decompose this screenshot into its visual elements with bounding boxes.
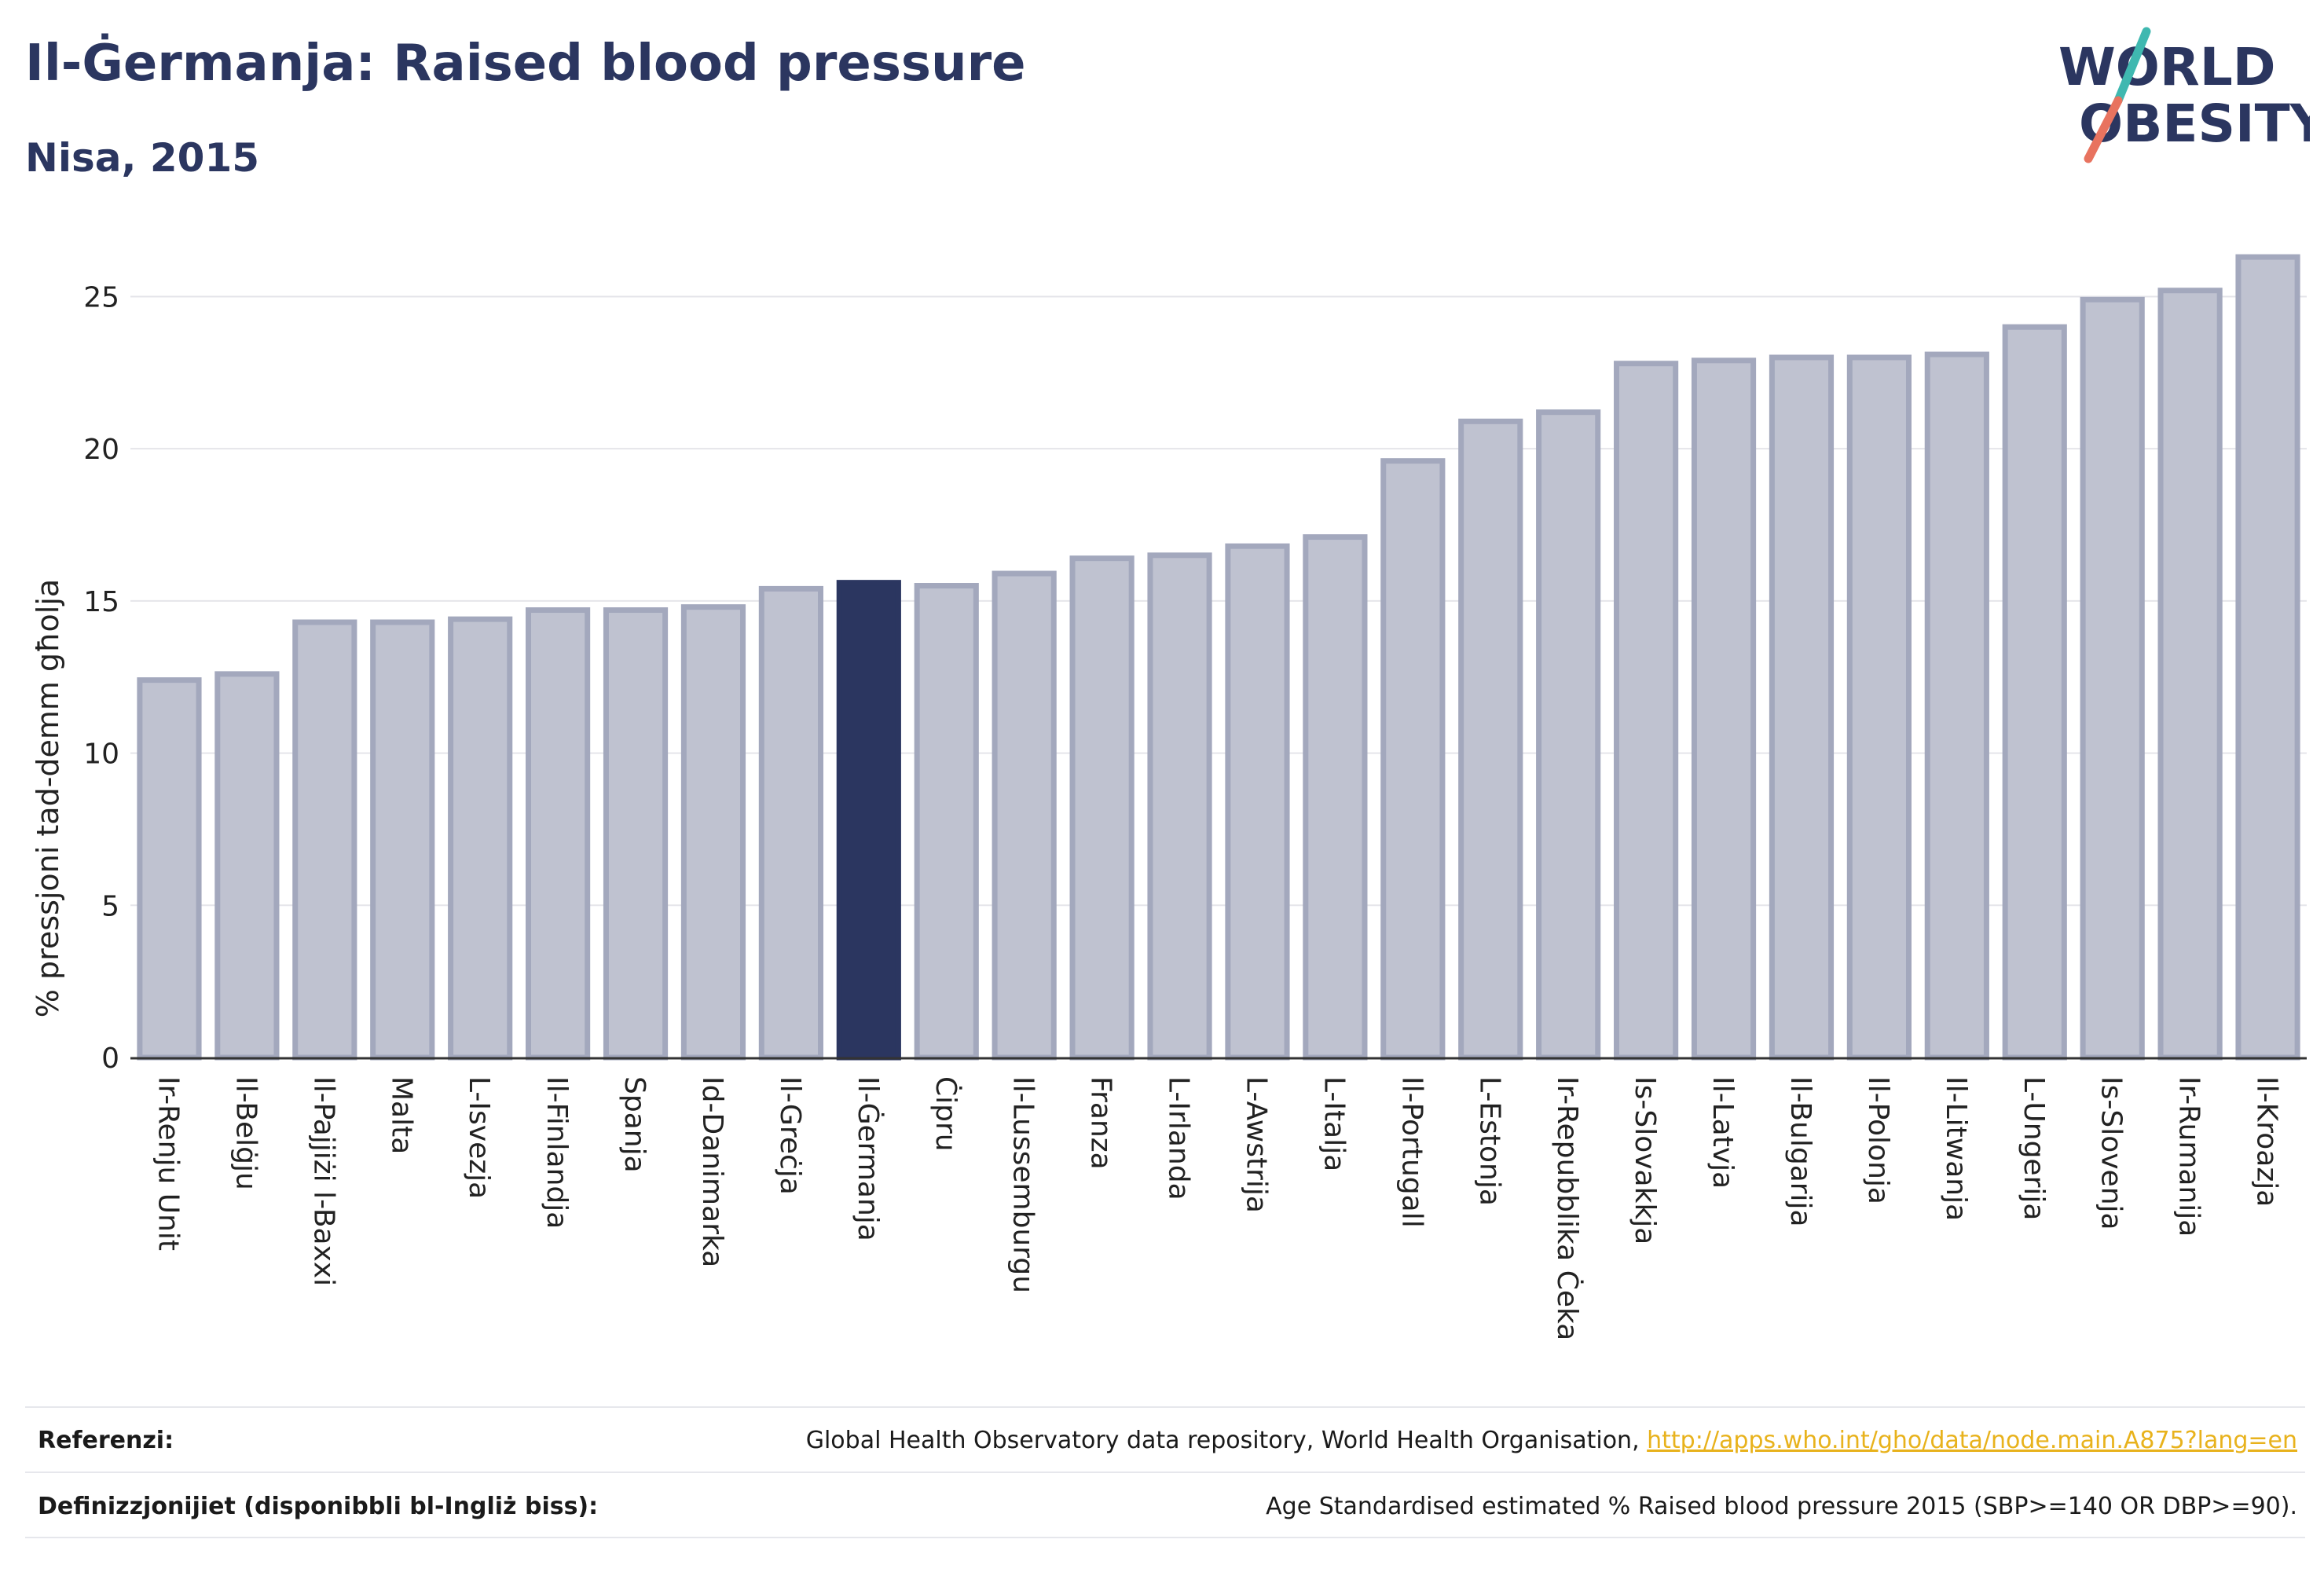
bar[interactable] — [2157, 288, 2223, 1061]
x-tick-label: L-Awstrija — [1240, 1076, 1272, 1213]
x-tick-label: Il-Portugall — [1395, 1076, 1428, 1228]
chart-title: Il-Ġermanja: Raised blood pressure — [25, 35, 1026, 93]
bar-chart: 0 5 10 15 20 25 Ir-Renju Unit Il-Belġju Il-Pajji… — [31, 254, 2307, 1340]
bar[interactable] — [680, 604, 746, 1061]
footer-divider-top — [25, 1406, 2305, 1408]
y-tick-label: 25 — [83, 281, 119, 313]
x-tick-label: Il-Belġju — [229, 1076, 262, 1190]
x-tick-label: L-Irlanda — [1163, 1076, 1195, 1200]
x-tick-label: L-Ungerija — [2018, 1076, 2050, 1220]
world-obesity-logo: WORLD OBESITY — [2058, 27, 2310, 163]
bar[interactable] — [1458, 418, 1523, 1061]
references-label: Referenzi: — [38, 1427, 174, 1454]
bar[interactable] — [603, 607, 669, 1061]
axes: 0 5 10 15 20 25 Ir-Renju Unit Il-Belġju Il-Pajji… — [83, 281, 2307, 1340]
x-tick-label: Il-Finlandja — [541, 1076, 573, 1229]
y-tick-label: 0 — [101, 1043, 119, 1075]
bar[interactable] — [1380, 458, 1446, 1061]
bar[interactable] — [1147, 552, 1212, 1061]
bar[interactable] — [448, 616, 513, 1061]
bar[interactable] — [526, 607, 591, 1061]
bar[interactable] — [1846, 354, 1912, 1061]
x-tick-label: Il-Bulgarija — [1784, 1076, 1816, 1227]
y-tick-label: 10 — [83, 739, 119, 771]
bar[interactable] — [214, 671, 280, 1061]
bar[interactable] — [1225, 543, 1290, 1061]
bar[interactable] — [1924, 351, 1989, 1061]
bar[interactable] — [370, 619, 435, 1061]
bar[interactable] — [1691, 357, 1757, 1061]
x-tick-label: Malta — [385, 1076, 417, 1154]
x-tick-label: Il-Greċja — [774, 1076, 806, 1195]
logo-line-1: WORLD — [2058, 37, 2276, 97]
x-tick-label: Ir-Renju Unit — [152, 1076, 184, 1251]
y-tick-label: 20 — [83, 434, 119, 466]
bar[interactable] — [992, 570, 1057, 1061]
references-value: Global Health Observatory data repositor… — [806, 1427, 2297, 1454]
chart-subtitle: Nisa, 2015 — [25, 135, 260, 181]
bar[interactable] — [2080, 296, 2145, 1061]
bar[interactable] — [758, 585, 823, 1061]
y-tick-label: 15 — [83, 586, 119, 618]
x-tick-label: Il-Ġermanja — [852, 1076, 885, 1241]
x-tick-label: Spanja — [618, 1076, 651, 1173]
definitions-label: Definizzjonijiet (disponibbli bl-Ingliż … — [38, 1493, 599, 1520]
x-tick-label: Ir-Rumanija — [2173, 1076, 2205, 1237]
bar-highlighted[interactable] — [836, 580, 901, 1061]
footer-divider-middle — [25, 1472, 2305, 1473]
definitions-value: Age Standardised estimated % Raised bloo… — [1266, 1493, 2297, 1520]
x-tick-label: L-Isvezja — [463, 1076, 495, 1199]
bar[interactable] — [1769, 354, 1835, 1061]
x-tick-label: Is-Slovenja — [2095, 1076, 2128, 1230]
y-tick-label: 5 — [101, 890, 119, 922]
bar[interactable] — [292, 619, 357, 1061]
x-tick-label: Il-Latvja — [1706, 1076, 1739, 1189]
bar[interactable] — [2002, 324, 2067, 1061]
bars — [137, 254, 2300, 1061]
references-text: Global Health Observatory data repositor… — [805, 1427, 1648, 1454]
bar[interactable] — [2235, 254, 2300, 1061]
bar[interactable] — [1536, 409, 1601, 1061]
logo-slash-teal — [2113, 27, 2151, 105]
x-tick-label: Is-Slovakkja — [1629, 1076, 1661, 1244]
x-tick-label: Ir-Repubblika Ċeka — [1551, 1076, 1584, 1340]
x-tick-label: Il-Polonja — [1862, 1076, 1894, 1204]
x-tick-label: Il-Lussemburgu — [1007, 1076, 1039, 1293]
x-tick-label: Id-Danimarka — [696, 1076, 728, 1267]
x-tick-label: Il-Kroazja — [2251, 1076, 2283, 1207]
logo-slash-coral — [2084, 96, 2123, 163]
bar[interactable] — [1303, 534, 1368, 1061]
bar[interactable] — [1069, 555, 1135, 1061]
bar[interactable] — [137, 677, 202, 1061]
bar[interactable] — [914, 583, 979, 1061]
references-link[interactable]: http://apps.who.int/gho/data/node.main.A… — [1647, 1427, 2297, 1454]
x-tick-label: Franza — [1085, 1076, 1117, 1170]
bar[interactable] — [1614, 361, 1679, 1061]
x-tick-label: L-Estonja — [1473, 1076, 1505, 1206]
x-tick-label: Il-Pajjiżi l-Baxxi — [307, 1076, 339, 1286]
x-tick-label: Ċipru — [929, 1076, 962, 1152]
x-tick-label: Il-Litwanja — [1940, 1076, 1972, 1221]
x-tick-label: L-Italja — [1318, 1076, 1350, 1171]
y-axis-label: % pressjoni tad-demm għolja — [31, 579, 65, 1017]
footer-divider-bottom — [25, 1537, 2305, 1538]
